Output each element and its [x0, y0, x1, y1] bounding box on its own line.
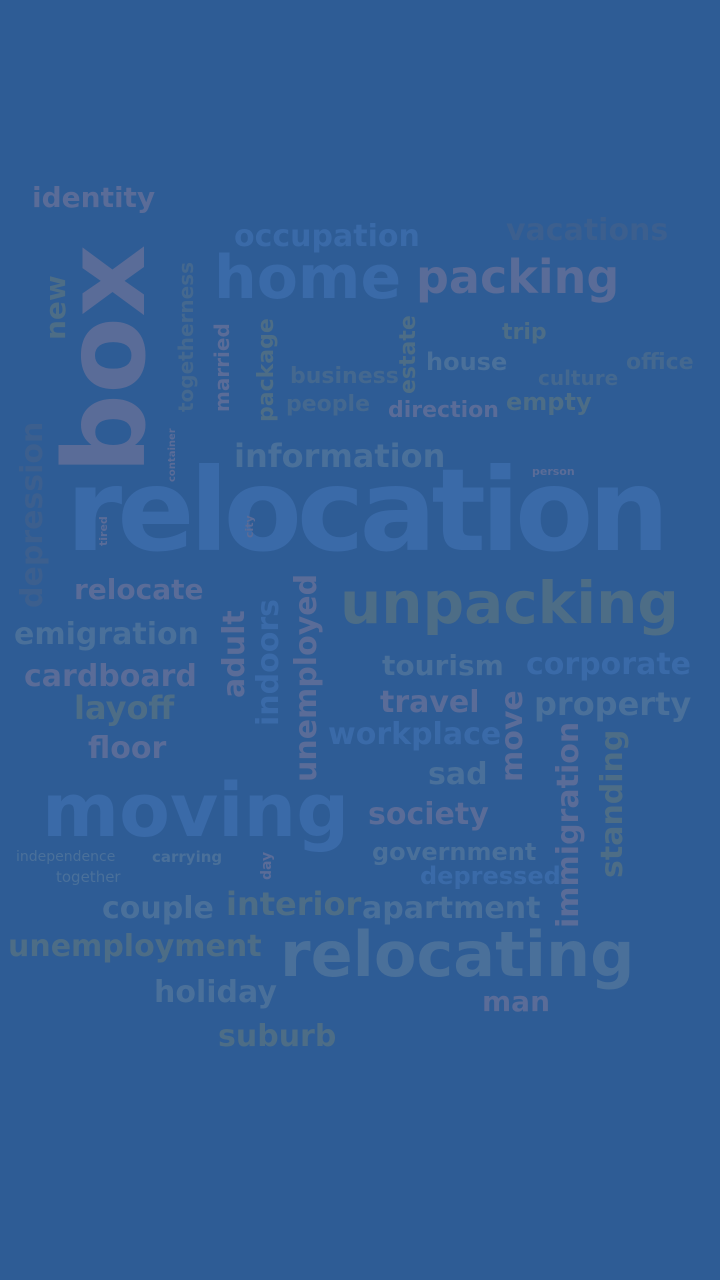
word-container: container: [167, 428, 178, 482]
word-independence: independence: [16, 849, 116, 865]
word-culture: culture: [538, 366, 619, 390]
word-adult: adult: [217, 610, 252, 698]
word-sad: sad: [428, 757, 488, 792]
word-direction: direction: [388, 398, 499, 423]
word-together: together: [56, 868, 121, 886]
word-people: people: [286, 392, 370, 417]
word-immigration: immigration: [551, 721, 586, 928]
word-emigration: emigration: [14, 617, 199, 652]
word-business: business: [290, 364, 399, 389]
word-office: office: [626, 350, 694, 375]
word-suburb: suburb: [218, 1019, 337, 1054]
word-moving: moving: [42, 768, 350, 854]
word-tired: tired: [97, 516, 110, 546]
word-tourism: tourism: [382, 649, 504, 682]
word-cardboard: cardboard: [24, 659, 197, 694]
word-relocating: relocating: [280, 918, 635, 991]
word-information: information: [234, 437, 446, 475]
word-layoff: layoff: [74, 689, 175, 727]
word-property: property: [534, 685, 692, 723]
word-travel: travel: [380, 685, 480, 720]
word-home: home: [214, 243, 402, 313]
word-package: package: [254, 318, 279, 422]
word-carrying: carrying: [152, 848, 223, 866]
word-person: person: [532, 465, 575, 478]
word-government: government: [372, 838, 537, 866]
word-indoors: indoors: [251, 599, 286, 726]
word-society: society: [368, 797, 489, 832]
word-couple: couple: [102, 891, 214, 926]
word-new: new: [39, 275, 72, 340]
word-married: married: [210, 323, 234, 412]
word-depression: depression: [15, 421, 50, 608]
word-unpacking: unpacking: [340, 569, 679, 637]
word-vacations: vacations: [506, 213, 669, 248]
word-apartment: apartment: [362, 891, 541, 926]
word-house: house: [426, 348, 508, 376]
word-estate: estate: [396, 315, 421, 394]
word-man: man: [482, 985, 551, 1018]
word-corporate: corporate: [526, 647, 691, 682]
word-unemployment: unemployment: [8, 929, 262, 964]
word-relocation: relocation: [66, 444, 669, 577]
word-identity: identity: [32, 181, 156, 214]
word-workplace: workplace: [328, 717, 502, 752]
word-empty: empty: [506, 388, 592, 416]
word-standing: standing: [595, 729, 630, 878]
word-holiday: holiday: [154, 975, 277, 1010]
word-packing: packing: [416, 250, 620, 304]
word-move: move: [495, 690, 530, 782]
word-unemployed: unemployed: [289, 573, 324, 782]
word-trip: trip: [502, 320, 547, 345]
word-depressed: depressed: [420, 862, 561, 890]
word-occupation: occupation: [234, 219, 420, 254]
word-day: day: [259, 851, 275, 880]
word-relocate: relocate: [74, 573, 204, 606]
word-interior: interior: [226, 885, 362, 923]
word-togetherness: togetherness: [174, 261, 198, 412]
word-floor: floor: [88, 731, 167, 766]
word-city: city: [243, 515, 256, 538]
